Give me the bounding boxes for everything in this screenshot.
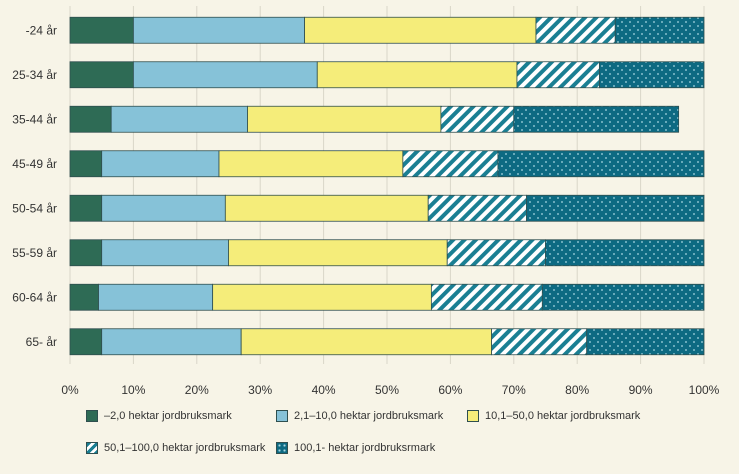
x-tick-label: 10% <box>121 383 145 397</box>
bar-segment <box>446 239 546 267</box>
bar-segment <box>535 16 616 44</box>
bar-segment <box>224 194 429 222</box>
legend-item: 50,1–100,0 hektar jordbruksmark <box>86 442 265 454</box>
legend-item: 2,1–10,0 hektar jordbruksmark <box>276 410 443 422</box>
bar-segment <box>69 61 134 89</box>
bar-segment <box>101 328 242 356</box>
bar-segment <box>132 61 318 89</box>
bar-segment <box>247 105 442 133</box>
legend-label: 50,1–100,0 hektar jordbruksmark <box>104 442 266 454</box>
bar-segment <box>132 16 305 44</box>
legend-item: 100,1- hektar jordbruksrmark <box>276 442 435 454</box>
x-tick-label: 50% <box>375 383 399 397</box>
bar-segment <box>69 194 103 222</box>
bar-segment <box>69 283 99 311</box>
y-tick-label: 50-54 år <box>12 201 57 215</box>
x-tick-label: 60% <box>438 383 462 397</box>
bar-segment <box>402 150 499 178</box>
y-tick-label: 55-59 år <box>12 246 57 260</box>
y-tick-label: 45-49 år <box>12 157 57 171</box>
bar-segment <box>516 61 600 89</box>
bar-segment <box>491 328 588 356</box>
bar-segment <box>430 283 543 311</box>
legend-label: 10,1–50,0 hektar jordbruksmark <box>485 410 641 422</box>
bar-segment <box>316 61 518 89</box>
bar-segment <box>101 239 229 267</box>
bar-segment <box>427 194 527 222</box>
x-tick-label: 70% <box>502 383 526 397</box>
legend-label: –2,0 hektar jordbruksmark <box>104 410 232 422</box>
y-tick-label: 60-64 år <box>12 290 57 304</box>
bar-segment <box>101 194 226 222</box>
x-tick-label: 100% <box>689 383 720 397</box>
legend-swatch <box>86 442 98 454</box>
x-tick-label: 20% <box>185 383 209 397</box>
legend-swatch <box>276 410 288 422</box>
legend-label: 2,1–10,0 hektar jordbruksmark <box>294 410 444 422</box>
bar-segment <box>586 328 705 356</box>
legend-swatch <box>86 410 98 422</box>
x-tick-label: 0% <box>61 383 79 397</box>
x-tick-label: 40% <box>312 383 336 397</box>
bar-segment <box>69 239 103 267</box>
bar-segment <box>218 150 404 178</box>
x-tick-label: 30% <box>248 383 272 397</box>
x-tick-label: 90% <box>629 383 653 397</box>
bar-segment <box>69 328 103 356</box>
bar-segment <box>614 16 705 44</box>
bar-segment <box>228 239 448 267</box>
bar-segment <box>98 283 214 311</box>
bar-segment <box>69 105 112 133</box>
bar-segment <box>513 105 680 133</box>
bar-segment <box>545 239 705 267</box>
x-tick-label: 80% <box>565 383 589 397</box>
bar-segment <box>69 16 134 44</box>
legend-item: –2,0 hektar jordbruksmark <box>86 410 232 422</box>
y-tick-label: 25-34 år <box>12 68 57 82</box>
bar-segment <box>440 105 515 133</box>
y-tick-label: -24 år <box>26 23 57 37</box>
bar-segment <box>526 194 705 222</box>
bar-segment <box>101 150 220 178</box>
y-tick-label: 35-44 år <box>12 112 57 126</box>
legend-swatch <box>276 442 288 454</box>
bar-segment <box>240 328 493 356</box>
bar-segment <box>212 283 432 311</box>
bar-segment <box>497 150 705 178</box>
bar-segment <box>69 150 103 178</box>
legend-item: 10,1–50,0 hektar jordbruksmark <box>467 410 640 422</box>
legend-label: 100,1- hektar jordbruksrmark <box>294 442 436 454</box>
bar-segment <box>110 105 248 133</box>
legend-swatch <box>467 410 479 422</box>
bar-segment <box>598 61 705 89</box>
y-tick-label: 65- år <box>26 335 57 349</box>
bar-segment <box>541 283 705 311</box>
bar-segment <box>304 16 537 44</box>
